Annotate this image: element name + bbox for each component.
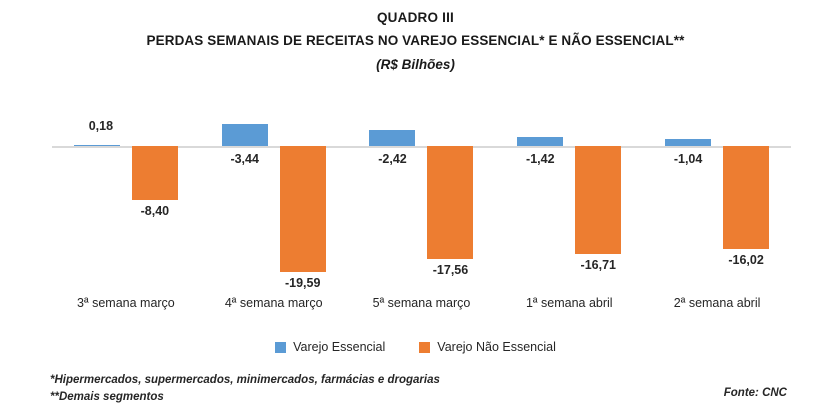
category-label: 5ª semana março — [372, 296, 471, 310]
plot-area: 0,18 -8,40 -3,44 -19,59 -2,42 -17,56 -1,42 -16,… — [0, 104, 831, 294]
bar-nao-essencial[interactable] — [279, 146, 326, 273]
bar-value-label-nao-essencial: -17,56 — [432, 263, 469, 278]
footnote-primary: *Hipermercados, supermercados, minimerca… — [50, 374, 440, 386]
bar-value-label-nao-essencial: -16,02 — [728, 253, 764, 268]
source-label: Fonte: CNC — [723, 387, 787, 399]
bar-essencial[interactable] — [517, 136, 564, 146]
bar-group: -2,42 -17,56 — [348, 104, 496, 294]
chart-unit-label: (R$ Bilhões) — [376, 57, 455, 73]
bar-group: -1,42 -16,71 — [495, 104, 643, 294]
legend-swatch-icon-nao-essencial — [419, 341, 431, 353]
bar-value-label-essencial: 0,18 — [88, 118, 114, 133]
bar-groups: 0,18 -8,40 -3,44 -19,59 -2,42 -17,56 -1,42 -16,… — [52, 104, 791, 294]
bar-group: 0,18 -8,40 — [52, 104, 200, 294]
bar-value-label-essencial: -1,04 — [673, 152, 703, 166]
bar-nao-essencial[interactable] — [723, 146, 770, 250]
chart-subtitle: PERDAS SEMANAIS DE RECEITAS NO VAREJO ES… — [146, 32, 685, 48]
footnotes: *Hipermercados, supermercados, minimerca… — [50, 372, 440, 405]
bar-essencial[interactable] — [73, 144, 120, 146]
legend-item-nao-essencial[interactable]: Varejo Não Essencial — [419, 340, 556, 354]
bar-value-label-essencial: -3,44 — [230, 152, 259, 166]
bar-value-label-nao-essencial: -16,71 — [580, 257, 616, 272]
chart-titles: QUADRO III PERDAS SEMANAIS DE RECEITAS N… — [0, 0, 831, 77]
category-axis: 3ª semana março 4ª semana março 5ª semana … — [52, 296, 791, 310]
bar-value-label-essencial: -2,42 — [378, 152, 407, 166]
legend-label-essencial: Varejo Essencial — [293, 340, 386, 354]
category-label: 3ª semana março — [77, 296, 175, 310]
chart-legend: Varejo Essencial Varejo Não Essencial — [0, 340, 831, 354]
bar-group: -3,44 -19,59 — [200, 104, 348, 294]
zero-axis-line — [52, 146, 791, 148]
category-label: 4ª semana março — [224, 296, 323, 310]
bar-value-label-nao-essencial: -19,59 — [284, 276, 321, 291]
legend-label-nao-essencial: Varejo Não Essencial — [437, 340, 556, 354]
bar-nao-essencial[interactable] — [131, 146, 178, 201]
bar-group: -1,04 -16,02 — [643, 104, 791, 294]
bar-essencial[interactable] — [665, 139, 712, 146]
footnote-secondary: **Demais segmentos — [50, 390, 164, 403]
category-label: 2ª semana abril — [673, 296, 761, 310]
bar-essencial[interactable] — [369, 130, 416, 146]
chart-title: QUADRO III — [376, 10, 454, 25]
bar-value-label-nao-essencial: -8,40 — [140, 204, 170, 219]
bar-nao-essencial[interactable] — [575, 146, 622, 254]
bar-essencial[interactable] — [221, 123, 268, 146]
bar-value-label-essencial: -1,42 — [526, 152, 555, 166]
bar-nao-essencial[interactable] — [427, 146, 474, 260]
legend-item-essencial[interactable]: Varejo Essencial — [275, 340, 385, 354]
legend-swatch-icon-essencial — [275, 341, 287, 353]
category-label: 1ª semana abril — [525, 296, 613, 310]
